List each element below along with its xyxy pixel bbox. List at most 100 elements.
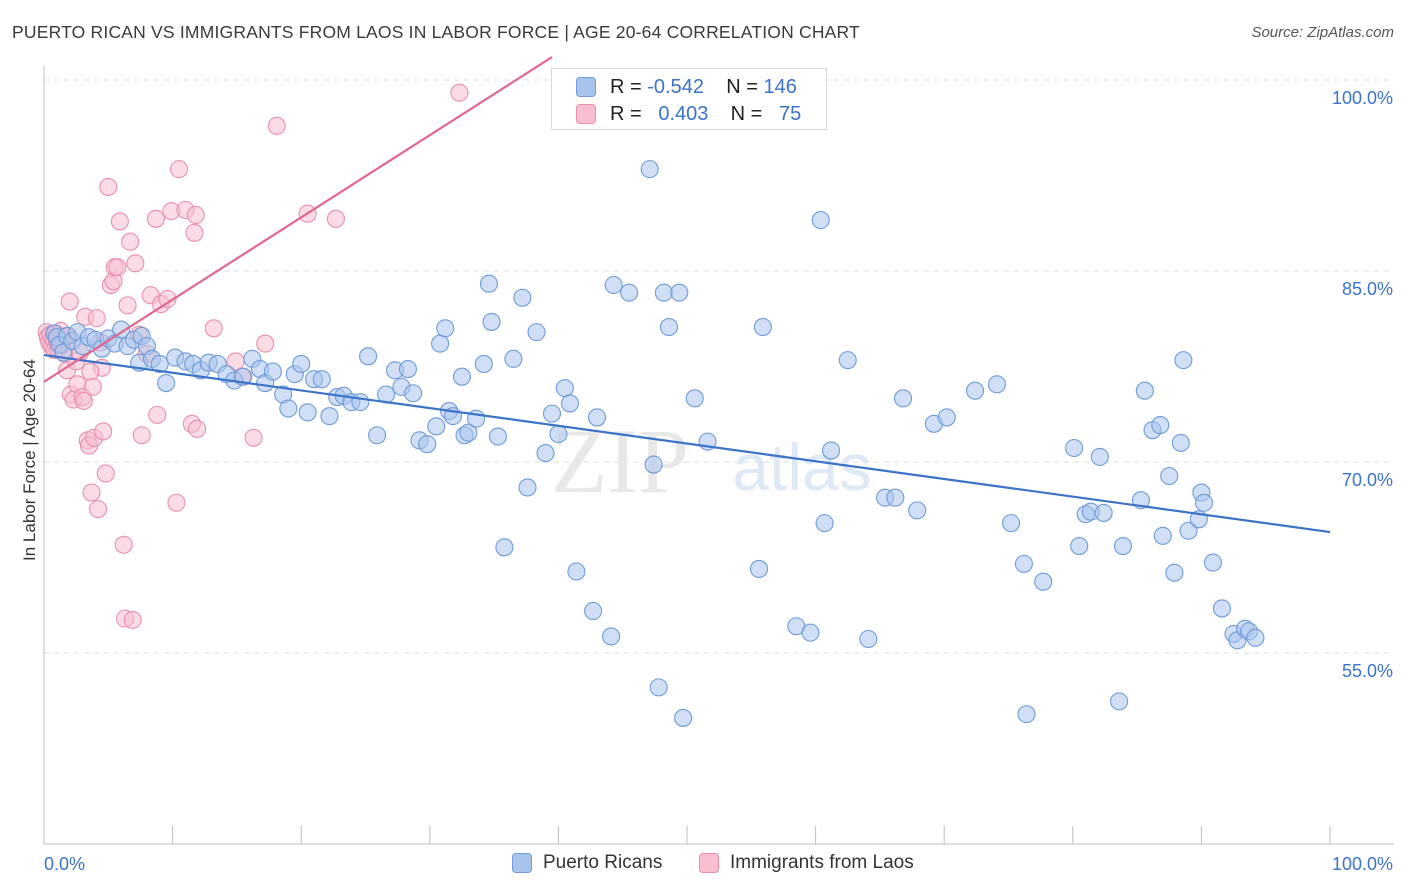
series-puerto-rican-points: [45, 70, 1265, 727]
puerto-rican-point: [1002, 514, 1021, 533]
puerto-rican-point: [1160, 466, 1179, 486]
puerto-rican-point: [567, 562, 586, 581]
legend-n-label: N =: [726, 76, 758, 98]
puerto-rican-point: [560, 394, 580, 413]
puerto-rican-point: [518, 478, 537, 497]
legend-r-value-puerto-ricans: -0.542: [647, 76, 704, 98]
laos-point: [88, 500, 108, 519]
laos-point: [96, 464, 115, 483]
bottom-legend-swatch-laos: [699, 853, 719, 873]
legend-n-value-laos: 75: [779, 103, 802, 125]
y-tick-label: 85.0%: [1342, 279, 1393, 299]
laos-point: [121, 232, 140, 251]
watermark-zip: ZIP: [551, 410, 689, 512]
laos-point: [108, 258, 127, 277]
legend-r-label: R =: [610, 103, 642, 125]
puerto-rican-point: [1174, 351, 1193, 370]
legend-r-label: R =: [610, 76, 642, 98]
laos-point: [126, 254, 145, 273]
legend-r-value-laos: 0.403: [658, 103, 709, 125]
trend-line-puerto-ricans: [43, 353, 1331, 534]
laos-point: [94, 422, 113, 441]
watermark: ZIP atlas: [551, 410, 872, 512]
puerto-rican-point: [479, 274, 499, 293]
puerto-rican-point: [398, 359, 417, 379]
puerto-rican-point: [452, 367, 472, 386]
puerto-rican-point: [1151, 416, 1170, 435]
y-tick-label: 100.0%: [1332, 88, 1393, 108]
legend-n-label: N =: [730, 103, 763, 125]
puerto-rican-point: [1065, 438, 1084, 458]
puerto-rican-point: [292, 354, 311, 374]
puerto-rican-point: [1034, 572, 1053, 591]
puerto-rican-point: [488, 427, 508, 446]
laos-point: [146, 209, 165, 228]
bottom-legend-swatch-puerto-ricans: [512, 853, 532, 873]
puerto-rican-point: [640, 160, 659, 179]
puerto-rican-point: [1153, 526, 1172, 545]
puerto-rican-point: [431, 334, 450, 353]
puerto-rican-point: [418, 435, 437, 454]
laos-point: [169, 160, 189, 179]
puerto-rican-point: [815, 514, 834, 533]
puerto-rican-point: [649, 678, 668, 697]
puerto-rican-point: [1110, 692, 1129, 711]
laos-point: [148, 405, 167, 424]
puerto-rican-point: [838, 351, 857, 370]
puerto-rican-point: [620, 283, 639, 302]
puerto-rican-point: [279, 399, 298, 418]
laos-point: [326, 209, 345, 228]
bottom-legend-label-puerto-ricans: Puerto Ricans: [543, 852, 663, 873]
trend-line-laos: [43, 56, 553, 383]
laos-point: [158, 289, 177, 309]
chart-title: PUERTO RICAN VS IMMIGRANTS FROM LAOS IN …: [12, 22, 860, 42]
laos-point: [132, 426, 151, 445]
gridlines: [44, 79, 1394, 654]
puerto-rican-point: [821, 441, 841, 460]
laos-point: [450, 83, 469, 102]
x-tick-label: 100.0%: [1332, 854, 1393, 874]
laos-point: [74, 391, 93, 410]
puerto-rican-point: [587, 408, 607, 427]
puerto-rican-point: [459, 423, 478, 442]
axes: [43, 66, 1394, 845]
legend-swatch-puerto-ricans: [576, 77, 596, 97]
puerto-rican-point: [312, 370, 331, 389]
puerto-rican-point: [801, 623, 820, 642]
laos-point: [114, 535, 133, 554]
puerto-rican-point: [513, 288, 532, 307]
puerto-rican-point: [1203, 553, 1223, 572]
puerto-rican-point: [659, 317, 679, 337]
puerto-rican-point: [1246, 628, 1265, 647]
trend-lines: [43, 56, 1331, 534]
y-axis-label: In Labor Force | Age 20-64: [20, 359, 39, 561]
puerto-rican-point: [1094, 503, 1113, 522]
puerto-rican-point: [1017, 705, 1036, 724]
legend-swatch-laos: [576, 104, 596, 124]
laos-point: [82, 483, 101, 502]
puerto-rican-point: [654, 283, 673, 302]
laos-point: [187, 419, 207, 438]
puerto-rican-point: [811, 211, 830, 230]
puerto-rican-point: [427, 417, 446, 436]
puerto-rican-point: [1090, 447, 1109, 466]
puerto-rican-point: [1135, 381, 1154, 400]
correlation-legend: R = -0.542 N = 146 R = 0.403 N = 75: [551, 68, 827, 130]
puerto-rican-point: [549, 424, 568, 444]
puerto-rican-point: [1194, 493, 1214, 512]
puerto-rican-point: [495, 538, 514, 557]
puerto-rican-point: [987, 375, 1006, 394]
puerto-rican-point: [584, 601, 603, 621]
laos-point: [110, 212, 129, 231]
puerto-rican-point: [157, 374, 176, 393]
puerto-rican-point: [859, 629, 878, 649]
laos-point: [60, 292, 79, 311]
laos-point: [99, 177, 118, 197]
laos-point: [185, 223, 204, 242]
puerto-rican-point: [482, 312, 501, 331]
puerto-rican-point: [749, 559, 769, 579]
tick-labels: 55.0% 70.0% 85.0% 100.0% 0.0% 100.0%: [44, 88, 1393, 874]
laos-point: [204, 319, 223, 338]
y-tick-label: 55.0%: [1342, 661, 1393, 681]
